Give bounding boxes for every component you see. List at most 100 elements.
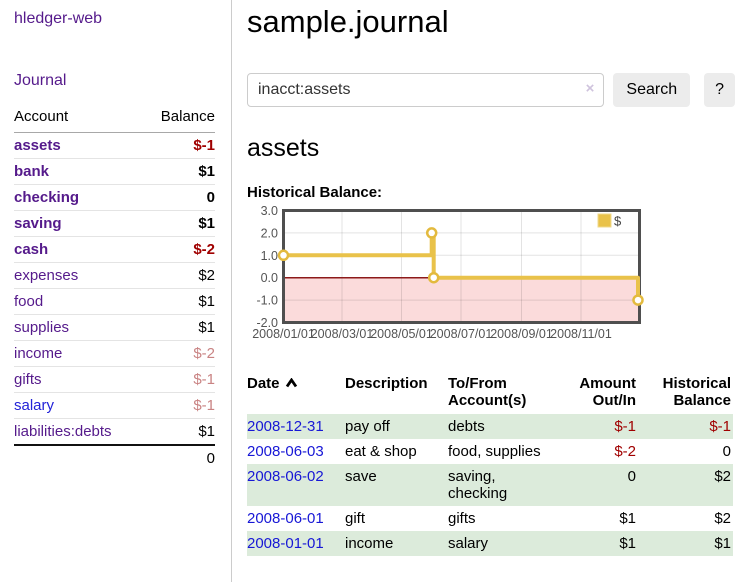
account-row: salary $-1: [14, 392, 215, 419]
svg-text:-2.0: -2.0: [256, 316, 278, 330]
register-row: 2008-06-01 gift gifts $1 $2: [247, 506, 733, 531]
account-balance: $-1: [143, 366, 215, 393]
account-balance: 0: [143, 184, 215, 211]
svg-text:2008/03/01: 2008/03/01: [311, 327, 374, 341]
account-link-saving[interactable]: saving: [14, 215, 62, 232]
register-header-description: Description: [345, 375, 428, 392]
account-balance: $2: [143, 262, 215, 289]
account-row: cash $-2: [14, 236, 215, 263]
account-balance: $1: [143, 418, 215, 446]
register-row: 2008-06-02 save saving, checking 0 $2: [247, 464, 733, 506]
sidebar: hledger-web Journal Account Balance asse…: [0, 0, 232, 582]
register-header-amount: Amount Out/In: [579, 375, 636, 409]
chart-title: Historical Balance:: [247, 184, 383, 201]
transaction-amount: $-2: [614, 443, 636, 460]
svg-text:2.0: 2.0: [261, 226, 278, 240]
sort-ascending-icon: [285, 377, 297, 388]
transaction-description: income: [345, 535, 394, 552]
register-header-accounts: To/From Account(s): [448, 375, 527, 409]
clear-search-icon[interactable]: ×: [585, 80, 595, 97]
account-row: supplies $1: [14, 314, 215, 341]
account-balance: $-2: [143, 236, 215, 263]
svg-text:2008/05/01: 2008/05/01: [370, 327, 433, 341]
transaction-date-link[interactable]: 2008-06-02: [247, 468, 324, 485]
account-link-food[interactable]: food: [14, 293, 44, 310]
account-balance: $-2: [143, 340, 215, 367]
account-row: income $-2: [14, 340, 215, 367]
transaction-description: eat & shop: [345, 443, 417, 460]
legend-label: $: [614, 214, 622, 229]
transaction-date-link[interactable]: 2008-06-01: [247, 510, 324, 527]
svg-text:1.0: 1.0: [261, 249, 278, 263]
accounts-header-account: Account: [14, 106, 144, 133]
negative-region: [283, 277, 640, 323]
search-input[interactable]: [247, 73, 605, 107]
svg-text:2008/01/01: 2008/01/01: [252, 327, 315, 341]
transaction-date-link[interactable]: 2008-06-03: [247, 443, 324, 460]
account-heading: assets: [247, 134, 320, 162]
account-link-salary[interactable]: salary: [14, 397, 55, 414]
transaction-balance: $1: [714, 535, 731, 552]
help-button[interactable]: ?: [704, 73, 735, 107]
transaction-balance: $2: [714, 468, 731, 485]
account-row: liabilities:debts $1: [14, 418, 215, 446]
account-link-supplies[interactable]: supplies: [14, 319, 70, 336]
transaction-date-link[interactable]: 2008-12-31: [247, 418, 324, 435]
register-header-balance: Historical Balance: [662, 375, 731, 409]
account-balance: $1: [143, 314, 215, 341]
register-row: 2008-12-31 pay off debts $-1 $-1: [247, 414, 733, 439]
accounts-total-row: 0: [14, 444, 215, 471]
account-balance: $-1: [143, 392, 215, 419]
search-button[interactable]: Search: [613, 73, 691, 107]
transaction-description: gift: [345, 510, 366, 527]
transaction-date-link[interactable]: 2008-01-01: [247, 535, 324, 552]
account-link-bank[interactable]: bank: [14, 163, 50, 180]
historical-balance-chart[interactable]: $ 3.0 2.0 1.0 0.0 -1.0 -2.0 2008/01/01 2…: [247, 204, 735, 357]
account-row: food $1: [14, 288, 215, 315]
data-point-markers: [277, 227, 644, 306]
account-row: saving $1: [14, 210, 215, 237]
chart-svg[interactable]: $ 3.0 2.0 1.0 0.0 -1.0 -2.0 2008/01/01 2…: [247, 204, 649, 352]
svg-text:-1.0: -1.0: [256, 294, 278, 308]
y-axis-labels: 3.0 2.0 1.0 0.0 -1.0 -2.0: [256, 204, 278, 330]
transaction-accounts: salary: [448, 535, 489, 552]
accounts-total-value: 0: [143, 444, 215, 471]
transaction-amount: $-1: [614, 418, 636, 435]
register-header-date[interactable]: Date: [247, 373, 345, 414]
transaction-balance: $-1: [709, 418, 731, 435]
account-link-income[interactable]: income: [14, 345, 63, 362]
accounts-table: Account Balance assets $-1 bank $1 check…: [14, 106, 215, 471]
account-balance: $1: [143, 158, 215, 185]
transaction-amount: 0: [627, 468, 636, 485]
account-link-cash[interactable]: cash: [14, 241, 49, 258]
chart-legend: $: [597, 213, 622, 229]
search-form: × Search ?: [247, 73, 735, 107]
account-link-assets[interactable]: assets: [14, 137, 61, 154]
account-balance: $1: [143, 210, 215, 237]
svg-text:3.0: 3.0: [261, 206, 278, 218]
transaction-description: pay off: [345, 418, 390, 435]
account-row: gifts $-1: [14, 366, 215, 393]
app-brand-link[interactable]: hledger-web: [14, 10, 103, 27]
register-row: 2008-01-01 income salary $1 $1: [247, 531, 733, 556]
sidebar-item-journal[interactable]: Journal: [14, 72, 67, 89]
account-link-gifts[interactable]: gifts: [14, 371, 42, 388]
register-header-row: Date Description To/From Account(s) Amou…: [247, 373, 733, 414]
page-title: sample.journal: [247, 4, 449, 39]
plot-border: [282, 209, 641, 324]
accounts-header-row: Account Balance: [14, 106, 215, 133]
account-link-liabilities-debts[interactable]: liabilities:debts: [14, 423, 112, 440]
transaction-accounts: food, supplies: [448, 443, 541, 460]
account-balance: $1: [143, 288, 215, 315]
x-axis-labels: 2008/01/01 2008/03/01 2008/05/01 2008/07…: [252, 327, 612, 341]
accounts-header-balance: Balance: [143, 106, 215, 133]
register-row: 2008-06-03 eat & shop food, supplies $-2…: [247, 439, 733, 464]
account-link-expenses[interactable]: expenses: [14, 267, 79, 284]
account-row: assets $-1: [14, 132, 215, 159]
account-row: checking 0: [14, 184, 215, 211]
account-link-checking[interactable]: checking: [14, 189, 80, 206]
svg-text:2008/07/01: 2008/07/01: [430, 327, 493, 341]
transaction-accounts: debts: [448, 418, 485, 435]
legend-swatch: [597, 213, 612, 228]
main-content: sample.journal × Search ? assets Histori…: [233, 0, 742, 582]
